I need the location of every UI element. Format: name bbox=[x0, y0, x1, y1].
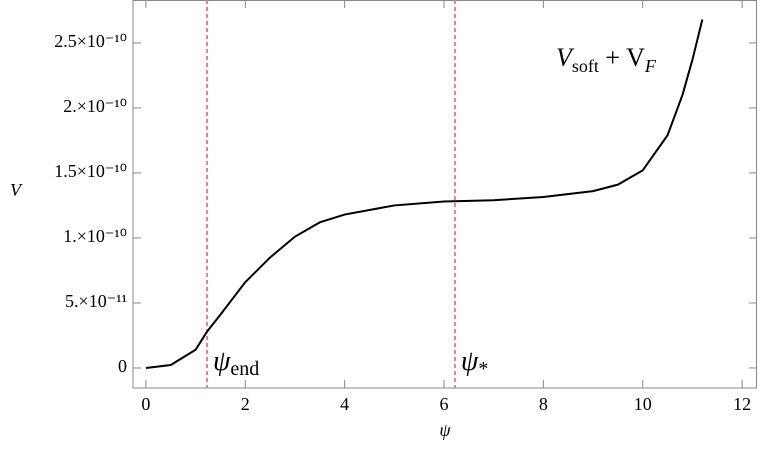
y-axis-label: V bbox=[10, 180, 23, 200]
marker-label: ψ* bbox=[461, 346, 488, 379]
x-tick-label: 2 bbox=[241, 394, 250, 414]
label-part: soft bbox=[572, 56, 599, 76]
y-tick-label: 5.×10⁻¹¹ bbox=[65, 291, 127, 311]
marker-label: ψend bbox=[213, 346, 259, 379]
curve-label: Vsoft + VF bbox=[556, 43, 657, 76]
marker-symbol: ψ bbox=[213, 346, 231, 377]
x-tick-label: 10 bbox=[634, 394, 652, 414]
x-tick-label: 4 bbox=[340, 394, 349, 414]
y-tick-label: 2.5×10⁻¹⁰ bbox=[54, 31, 127, 51]
label-part: V bbox=[556, 43, 575, 72]
y-tick-label: 0 bbox=[118, 356, 127, 376]
x-axis-label: ψ bbox=[439, 420, 451, 440]
label-part: F bbox=[644, 56, 657, 76]
x-tick-label: 0 bbox=[141, 394, 150, 414]
x-tick-label: 6 bbox=[440, 394, 449, 414]
label-part: + V bbox=[599, 43, 645, 72]
y-tick-label: 2.×10⁻¹⁰ bbox=[63, 96, 127, 116]
y-tick-label: 1.5×10⁻¹⁰ bbox=[54, 161, 127, 181]
marker-subscript: end bbox=[230, 358, 259, 380]
marker-symbol: ψ bbox=[461, 346, 479, 377]
y-tick-label: 1.×10⁻¹⁰ bbox=[63, 226, 127, 246]
x-tick-label: 8 bbox=[539, 394, 548, 414]
curve bbox=[145, 19, 704, 369]
frame bbox=[132, 0, 757, 389]
x-tick-label: 12 bbox=[733, 394, 751, 414]
marker-subscript: * bbox=[478, 358, 488, 380]
